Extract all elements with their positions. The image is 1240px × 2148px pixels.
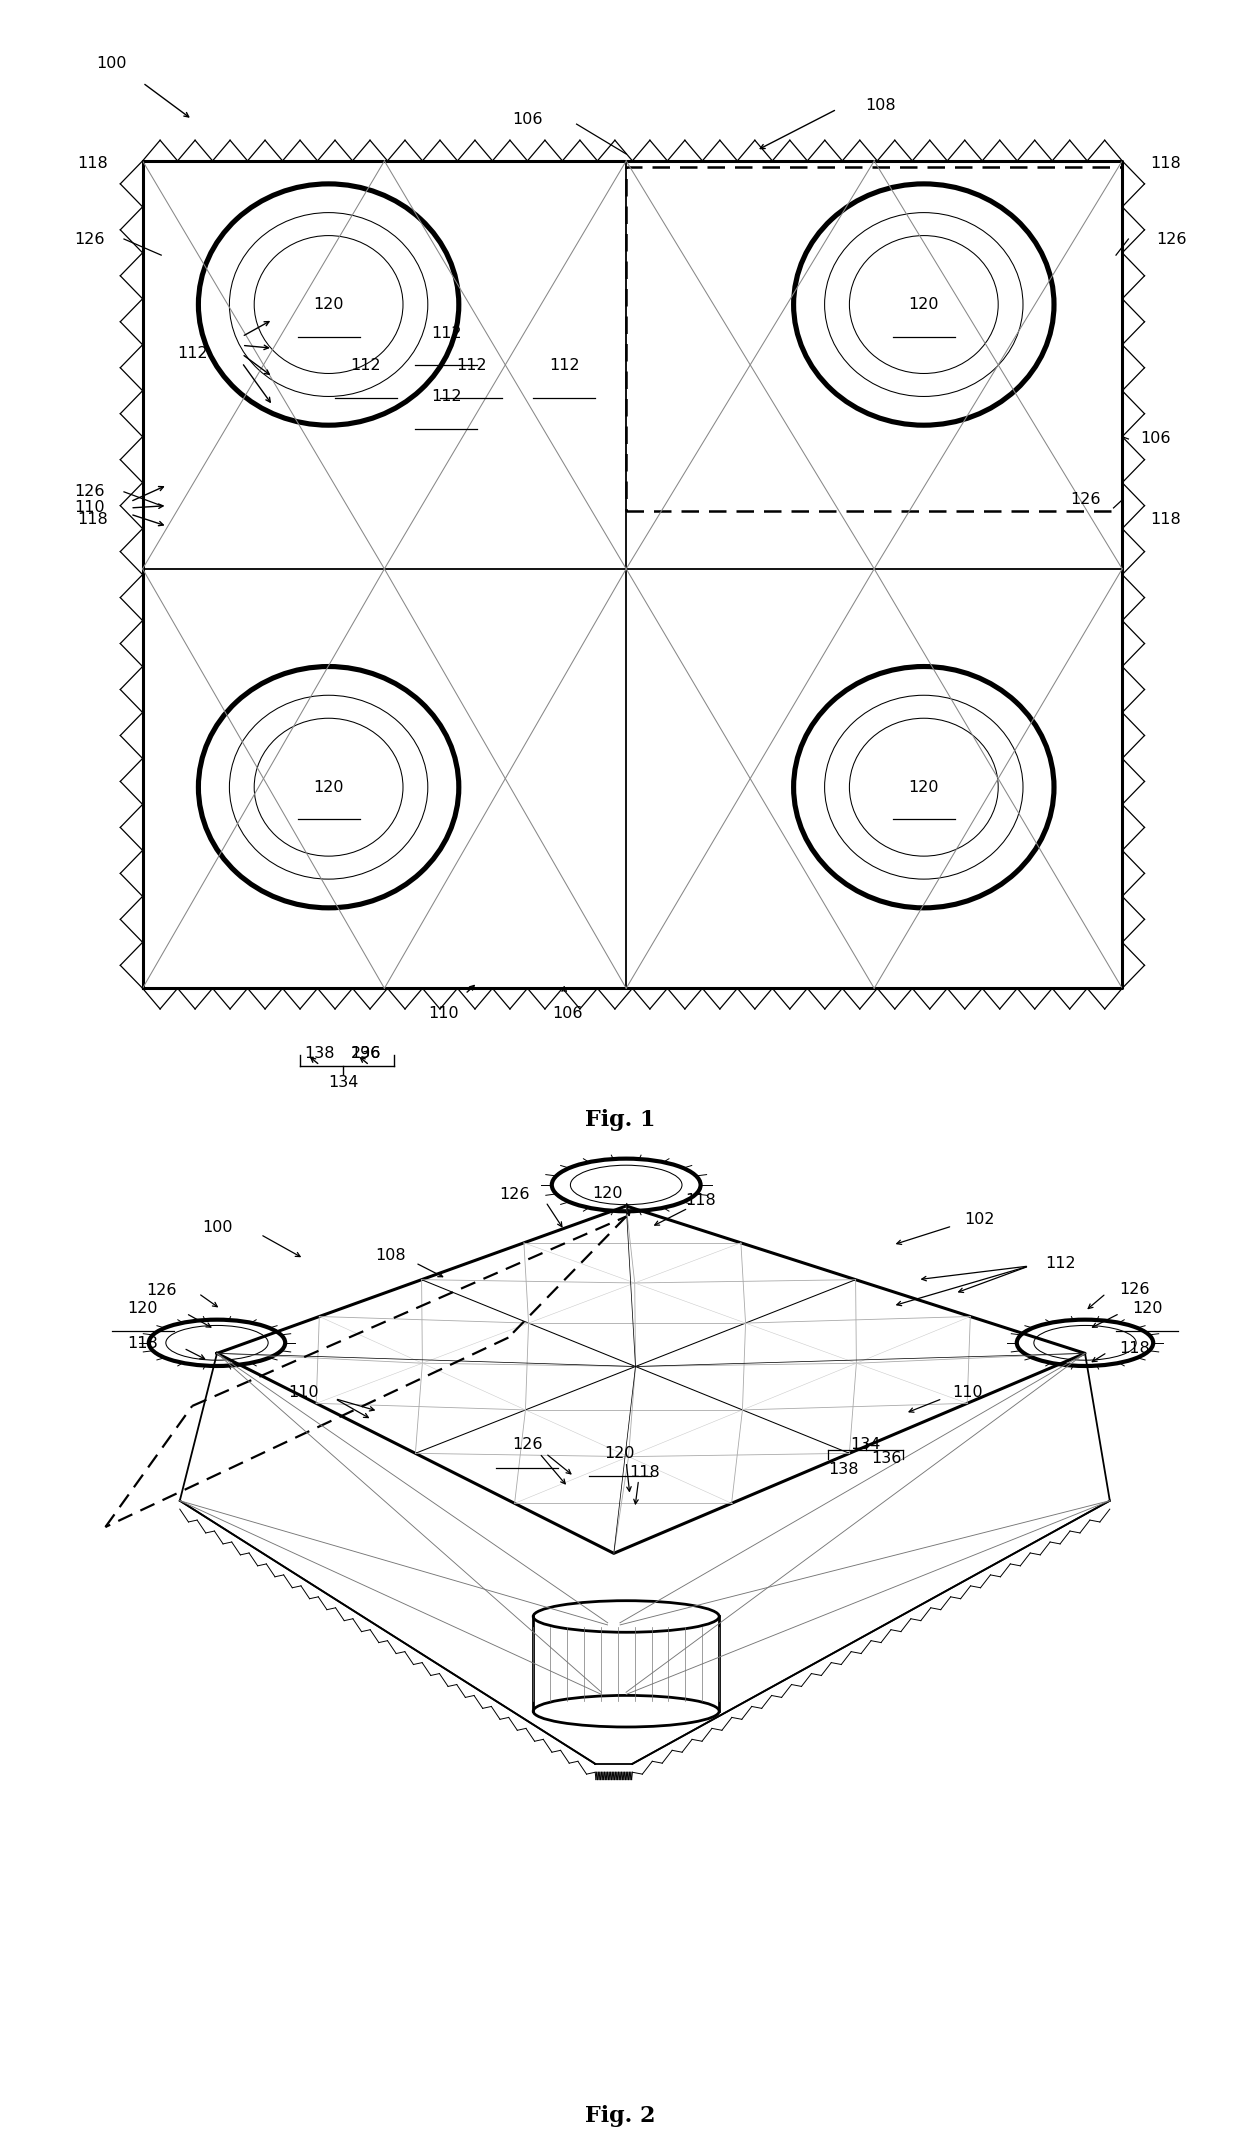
Text: 100: 100 (97, 56, 126, 71)
Circle shape (849, 236, 998, 374)
Text: 126: 126 (74, 483, 104, 498)
Text: 126: 126 (500, 1188, 529, 1203)
Circle shape (849, 717, 998, 857)
Text: 126: 126 (1157, 232, 1187, 247)
Circle shape (254, 717, 403, 857)
Text: 110: 110 (74, 500, 104, 516)
Text: 110: 110 (429, 1005, 459, 1020)
Text: 118: 118 (630, 1465, 660, 1480)
Text: 106: 106 (553, 1005, 583, 1020)
Text: 138: 138 (305, 1046, 335, 1061)
Text: 120: 120 (314, 296, 343, 311)
Text: 112: 112 (456, 359, 486, 374)
Text: 134: 134 (851, 1437, 880, 1452)
Text: 120: 120 (605, 1446, 635, 1461)
Text: 120: 120 (593, 1186, 622, 1201)
Circle shape (254, 236, 403, 374)
Text: 118: 118 (686, 1194, 715, 1207)
Text: 136: 136 (351, 1046, 381, 1061)
Text: 126: 126 (1070, 492, 1100, 507)
Text: 296: 296 (351, 1046, 381, 1061)
Text: 138: 138 (828, 1461, 858, 1476)
Text: 118: 118 (1151, 511, 1180, 526)
Text: 120: 120 (128, 1300, 157, 1315)
Text: 110: 110 (289, 1385, 319, 1400)
Text: 112: 112 (351, 359, 381, 374)
Text: 110: 110 (952, 1385, 982, 1400)
Text: 108: 108 (376, 1248, 405, 1263)
Text: 100: 100 (202, 1220, 232, 1235)
Text: 102: 102 (965, 1211, 994, 1227)
Text: Fig. 2: Fig. 2 (585, 2105, 655, 2127)
Text: Fig. 1: Fig. 1 (585, 1111, 655, 1132)
Text: 112: 112 (432, 389, 461, 404)
Text: 108: 108 (866, 99, 895, 114)
Text: 126: 126 (512, 1437, 542, 1452)
Text: 136: 136 (872, 1452, 901, 1467)
Text: 118: 118 (78, 155, 108, 170)
Text: 126: 126 (146, 1282, 176, 1297)
Text: 134: 134 (329, 1074, 358, 1089)
Text: 120: 120 (909, 296, 939, 311)
Text: 118: 118 (78, 511, 108, 526)
Text: 118: 118 (1120, 1340, 1149, 1355)
Ellipse shape (533, 1600, 719, 1632)
Text: 112: 112 (432, 326, 461, 342)
Text: 118: 118 (128, 1336, 157, 1351)
Text: 120: 120 (1132, 1300, 1162, 1315)
Text: 112: 112 (1045, 1257, 1075, 1272)
Text: 126: 126 (74, 232, 104, 247)
Ellipse shape (533, 1695, 719, 1727)
Text: 106: 106 (512, 112, 542, 127)
Text: 118: 118 (1151, 155, 1180, 170)
Text: 126: 126 (1120, 1282, 1149, 1297)
Text: 120: 120 (314, 780, 343, 795)
Text: 112: 112 (549, 359, 579, 374)
Text: 120: 120 (909, 780, 939, 795)
Text: 106: 106 (1141, 432, 1171, 447)
Text: 112: 112 (177, 346, 207, 361)
